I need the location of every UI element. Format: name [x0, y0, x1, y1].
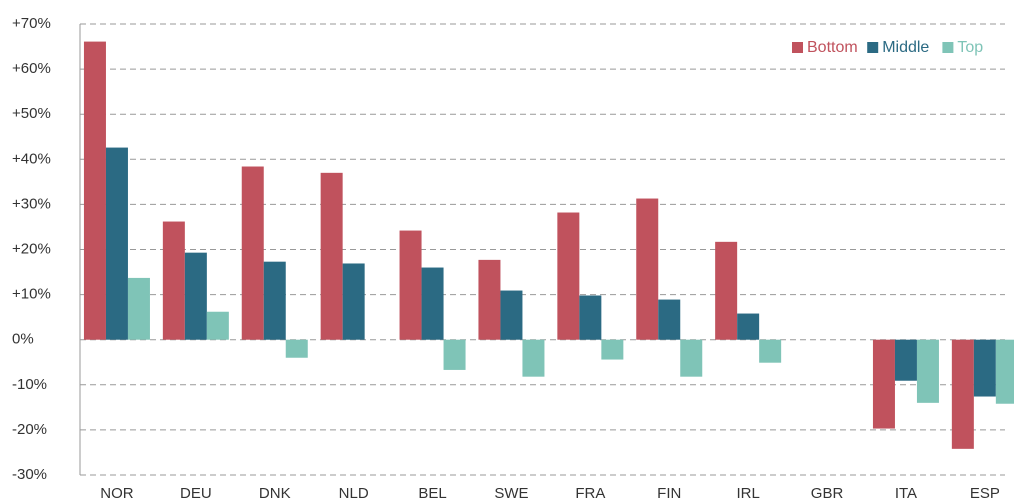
bar [916, 339, 939, 403]
y-tick-label: +50% [12, 105, 51, 122]
y-tick-label: +70% [12, 15, 51, 32]
x-tick-label: FRA [575, 485, 605, 502]
bar [522, 339, 545, 377]
x-tick-label: GBR [811, 485, 844, 502]
bar [872, 339, 895, 429]
bar [184, 252, 207, 340]
bar [500, 290, 523, 340]
bar [399, 230, 422, 340]
legend-swatch [792, 42, 803, 53]
bar [241, 166, 264, 340]
bar [951, 339, 974, 449]
x-tick-label: DNK [259, 485, 291, 502]
x-tick-label: SWE [494, 485, 528, 502]
y-tick-label: +60% [12, 60, 51, 77]
bar [636, 198, 659, 340]
x-tick-label: DEU [180, 485, 212, 502]
x-tick-label: BEL [418, 485, 446, 502]
bar [601, 339, 624, 360]
x-tick-label: NOR [100, 485, 134, 502]
bar [579, 295, 602, 340]
bar [206, 311, 229, 340]
bar [320, 172, 343, 340]
bar [995, 339, 1014, 404]
bar [737, 313, 760, 340]
y-tick-label: +40% [12, 150, 51, 167]
bar [83, 41, 106, 340]
legend-label: Top [957, 39, 983, 56]
y-tick-label: -20% [12, 421, 47, 438]
bar [658, 299, 681, 340]
bar [263, 261, 286, 340]
bar [894, 339, 917, 381]
y-tick-label: 0% [12, 331, 34, 348]
bar [715, 241, 738, 340]
bar [285, 339, 308, 358]
legend-swatch [867, 42, 879, 53]
legend-swatch [942, 42, 954, 53]
bar [973, 339, 996, 397]
bar [105, 147, 128, 340]
bar [759, 339, 782, 363]
y-tick-label: +10% [12, 286, 51, 303]
x-tick-label: IRL [736, 485, 759, 502]
bar [680, 339, 703, 377]
legend-label: Bottom [807, 39, 858, 56]
y-tick-label: -30% [12, 466, 47, 483]
y-tick-label: +30% [12, 195, 51, 212]
x-tick-label: ITA [895, 485, 917, 502]
bar [127, 277, 150, 340]
bar [421, 267, 444, 340]
bar [557, 212, 580, 340]
bar [342, 263, 365, 340]
y-tick-label: +20% [12, 240, 51, 257]
bar [443, 339, 466, 370]
legend-label: Middle [882, 39, 929, 56]
bar [162, 221, 185, 340]
bar [478, 259, 501, 340]
x-tick-label: NLD [339, 485, 369, 502]
x-tick-label: ESP [970, 485, 1000, 502]
y-tick-label: -10% [12, 376, 47, 393]
x-tick-label: FIN [657, 485, 681, 502]
